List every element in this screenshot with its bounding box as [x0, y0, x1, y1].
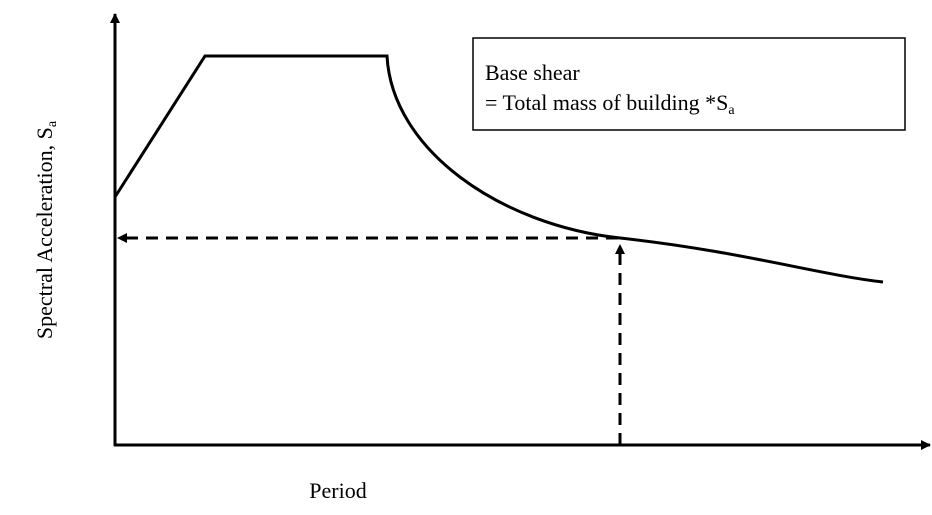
note-line1: Base shear [485, 60, 580, 85]
note-box [472, 37, 906, 131]
note-line2-subscript: a [728, 103, 735, 118]
y-axis-label-text: Spectral Acceleration, S [32, 127, 57, 339]
x-axis-label: Period [309, 478, 366, 503]
y-axis-label: Spectral Acceleration, Sa [32, 120, 60, 339]
y-axis-label-subscript: a [45, 120, 60, 127]
note-line2-text: = Total mass of building *S [485, 90, 728, 115]
note-line2: = Total mass of building *Sa [485, 90, 735, 118]
spectrum-curve [113, 54, 884, 284]
